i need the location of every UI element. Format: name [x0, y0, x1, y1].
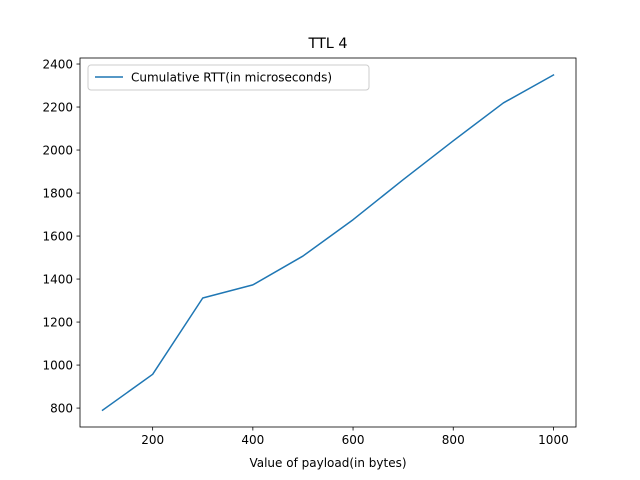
y-tick-label: 2200 — [42, 101, 73, 115]
y-tick-label: 1000 — [42, 359, 73, 373]
axes-frame — [79, 57, 577, 428]
plot-area: 200 400 600 800 1000 800 1000 1200 1400 1600 1800 2… — [42, 57, 577, 447]
chart-title: TTL 4 — [307, 36, 347, 52]
x-tick-label: 600 — [342, 433, 365, 447]
y-tick-label: 1600 — [42, 230, 73, 244]
y-tick-label: 2400 — [42, 58, 73, 72]
x-tick-label: 200 — [141, 433, 164, 447]
y-tick-label: 1400 — [42, 273, 73, 287]
x-axis-label: Value of payload(in bytes) — [249, 456, 406, 470]
legend-frame — [87, 64, 370, 91]
y-tick-label: 1200 — [42, 316, 73, 330]
y-tick-label: 1800 — [42, 187, 73, 201]
legend: Cumulative RTT(in microseconds) — [87, 64, 370, 91]
x-tick-label: 1000 — [538, 433, 569, 447]
series-line-0 — [101, 73, 555, 412]
x-tick-label: 400 — [241, 433, 264, 447]
x-tick-label: 800 — [442, 433, 465, 447]
y-tick-label: 800 — [50, 402, 73, 416]
y-tick-label: 2000 — [42, 144, 73, 158]
legend-entry: Cumulative RTT(in microseconds) — [131, 71, 332, 85]
